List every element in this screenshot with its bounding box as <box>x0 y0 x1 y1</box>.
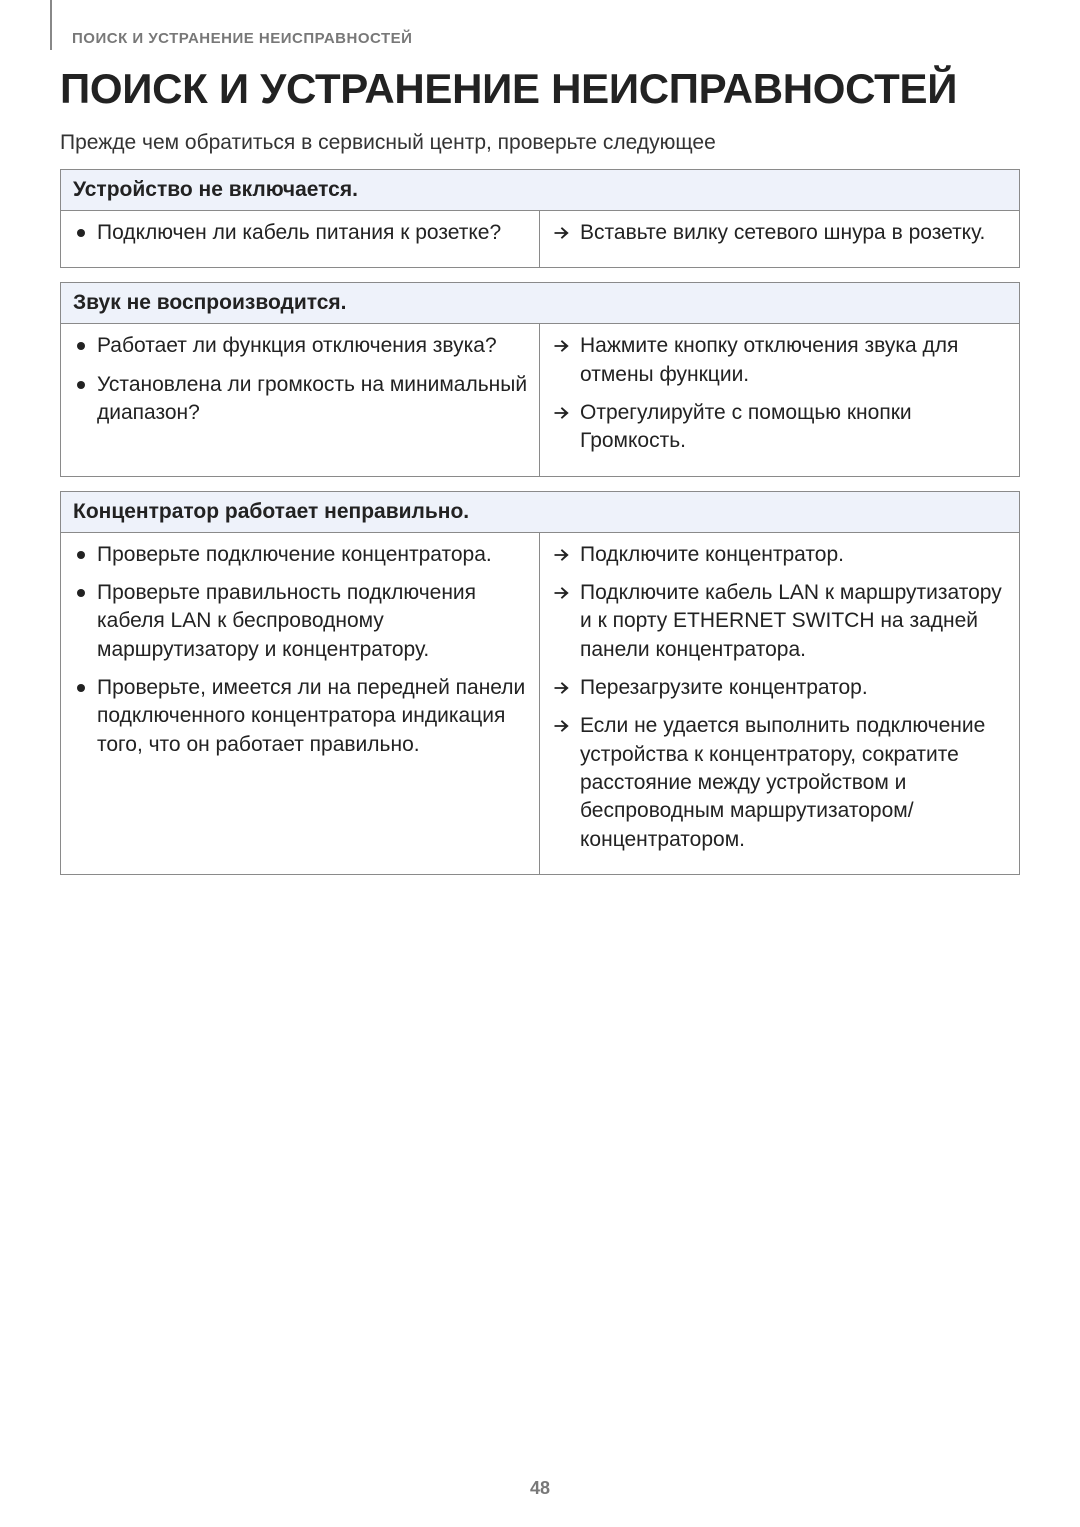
troubleshoot-block: Устройство не включается.Подключен ли ка… <box>60 169 1020 268</box>
arrow-right-icon <box>552 678 572 698</box>
page-title: ПОИСК И УСТРАНЕНИЕ НЕИСПРАВНОСТЕЙ <box>60 65 1020 113</box>
check-item: Проверьте правильность подключения кабел… <box>71 579 529 664</box>
troubleshoot-block: Концентратор работает неправильно.Провер… <box>60 491 1020 875</box>
arrow-right-icon <box>552 223 572 243</box>
troubleshoot-block: Звук не воспроизводится.Работает ли функ… <box>60 282 1020 476</box>
action-text: Перезагрузите концентратор. <box>580 676 868 699</box>
checks-column: Проверьте подключение концентратора. Пров… <box>61 533 540 874</box>
arrow-right-icon <box>552 716 572 736</box>
block-body: Работает ли функция отключения звука? Уст… <box>61 324 1019 475</box>
arrow-right-icon <box>552 223 572 243</box>
action-item: Вставьте вилку сетевого шнура в розетку. <box>550 219 1009 247</box>
action-item: Перезагрузите концентратор. <box>550 674 1009 702</box>
arrow-right-icon <box>552 678 572 698</box>
action-item: Если не удается выполнить подключение ус… <box>550 712 1009 854</box>
action-text: Если не удается выполнить подключение ус… <box>580 714 985 850</box>
header-rule <box>50 0 52 50</box>
action-item: Подключите концентратор. <box>550 541 1009 569</box>
checks-column: Подключен ли кабель питания к розетке? <box>61 211 540 267</box>
arrow-right-icon <box>552 545 572 565</box>
arrow-right-icon <box>552 336 572 356</box>
intro-text: Прежде чем обратиться в сервисный центр,… <box>60 131 1020 155</box>
check-item: Установлена ли громкость на минимальный … <box>71 371 529 428</box>
check-item: Подключен ли кабель питания к розетке? <box>71 219 529 247</box>
running-head: ПОИСК И УСТРАНЕНИЕ НЕИСПРАВНОСТЕЙ <box>72 30 1020 47</box>
check-item: Проверьте подключение концентратора. <box>71 541 529 569</box>
block-header: Звук не воспроизводится. <box>61 283 1019 324</box>
action-item: Отрегулируйте с помощью кнопки Громкость… <box>550 399 1009 456</box>
action-text: Подключите концентратор. <box>580 543 844 566</box>
arrow-right-icon <box>552 583 572 603</box>
block-body: Проверьте подключение концентратора. Пров… <box>61 533 1019 874</box>
page-number: 48 <box>0 1478 1080 1499</box>
arrow-right-icon <box>552 583 572 603</box>
block-header: Устройство не включается. <box>61 170 1019 211</box>
actions-column: Подключите концентратор. Подключите кабел… <box>540 533 1019 874</box>
actions-column: Нажмите кнопку отключения звука для отме… <box>540 324 1019 475</box>
checks-column: Работает ли функция отключения звука? Уст… <box>61 324 540 475</box>
arrow-right-icon <box>552 336 572 356</box>
action-text: Подключите кабель LAN к маршрутизатору и… <box>580 581 1002 661</box>
actions-column: Вставьте вилку сетевого шнура в розетку. <box>540 211 1019 267</box>
action-text: Нажмите кнопку отключения звука для отме… <box>580 334 958 385</box>
block-body: Подключен ли кабель питания к розетке? Вс… <box>61 211 1019 267</box>
arrow-right-icon <box>552 545 572 565</box>
troubleshooting-sections: Устройство не включается.Подключен ли ка… <box>60 169 1020 875</box>
block-header: Концентратор работает неправильно. <box>61 492 1019 533</box>
check-item: Проверьте, имеется ли на передней панели… <box>71 674 529 759</box>
action-text: Отрегулируйте с помощью кнопки Громкость… <box>580 401 912 452</box>
action-item: Подключите кабель LAN к маршрутизатору и… <box>550 579 1009 664</box>
arrow-right-icon <box>552 403 572 423</box>
action-item: Нажмите кнопку отключения звука для отме… <box>550 332 1009 389</box>
arrow-right-icon <box>552 403 572 423</box>
check-item: Работает ли функция отключения звука? <box>71 332 529 360</box>
arrow-right-icon <box>552 716 572 736</box>
action-text: Вставьте вилку сетевого шнура в розетку. <box>580 221 985 244</box>
